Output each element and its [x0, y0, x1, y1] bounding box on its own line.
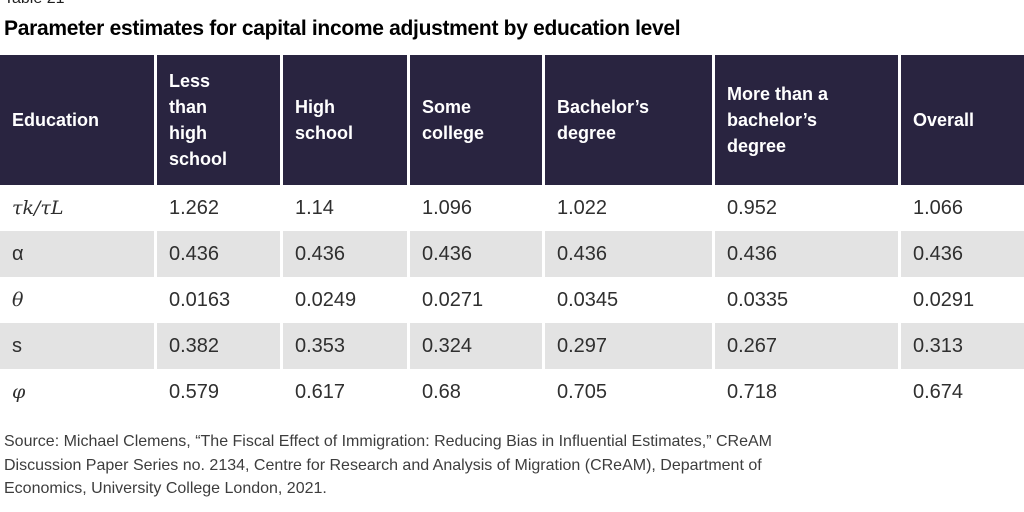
table-cell: 0.952: [712, 185, 898, 231]
table-cell: 1.022: [542, 185, 712, 231]
table-row-alpha: α 0.436 0.436 0.436 0.436 0.436 0.436: [0, 231, 1024, 277]
table-cell: 0.0249: [280, 277, 407, 323]
table-cell: 1.066: [898, 185, 1024, 231]
parameter-table: Education Less than high school High sch…: [0, 55, 1024, 415]
table-cell: 0.0291: [898, 277, 1024, 323]
table-row-tau-ratio: τk/τL 1.262 1.14 1.096 1.022 0.952 1.066: [0, 185, 1024, 231]
table-cell: 0.313: [898, 323, 1024, 369]
table-cell: 0.436: [407, 231, 542, 277]
row-label-s: s: [0, 323, 154, 369]
table-cell: 0.436: [898, 231, 1024, 277]
table-cell: 0.324: [407, 323, 542, 369]
row-label-alpha: α: [0, 231, 154, 277]
table-body: τk/τL 1.262 1.14 1.096 1.022 0.952 1.066…: [0, 185, 1024, 415]
source-attribution: Source: Michael Clemens, “The Fiscal Eff…: [4, 430, 1024, 501]
column-header-education: Education: [0, 55, 154, 185]
table-cell: 0.718: [712, 369, 898, 415]
table-cell: 0.0271: [407, 277, 542, 323]
row-label-tau-k-tau-l: τk/τL: [0, 185, 154, 231]
column-header-bachelors-degree: Bachelor’s degree: [542, 55, 712, 185]
source-line: Economics, University College London, 20…: [4, 480, 327, 497]
table-cell: 0.674: [898, 369, 1024, 415]
source-line: Source: Michael Clemens, “The Fiscal Eff…: [4, 433, 772, 450]
table-cell: 0.353: [280, 323, 407, 369]
table-cell: 0.0163: [154, 277, 280, 323]
table-number-label: Table 21: [4, 0, 1024, 9]
row-label-theta: θ: [0, 277, 154, 323]
column-header-less-than-high-school: Less than high school: [154, 55, 280, 185]
table-cell: 0.382: [154, 323, 280, 369]
column-header-some-college: Some college: [407, 55, 542, 185]
table-cell: 1.14: [280, 185, 407, 231]
table-row-s: s 0.382 0.353 0.324 0.297 0.267 0.313: [0, 323, 1024, 369]
column-header-high-school: High school: [280, 55, 407, 185]
table-cell: 0.0335: [712, 277, 898, 323]
source-line: Discussion Paper Series no. 2134, Centre…: [4, 456, 762, 474]
table-row-theta: θ 0.0163 0.0249 0.0271 0.0345 0.0335 0.0…: [0, 277, 1024, 323]
table-cell: 0.705: [542, 369, 712, 415]
table-cell: 0.436: [154, 231, 280, 277]
table-cell: 0.617: [280, 369, 407, 415]
table-cell: 1.096: [407, 185, 542, 231]
table-cell: 0.436: [712, 231, 898, 277]
table-cell: 0.267: [712, 323, 898, 369]
row-label-phi: φ: [0, 369, 154, 415]
table-cell: 0.68: [407, 369, 542, 415]
table-number-clipped: Table 21: [4, 0, 1024, 10]
table-cell: 1.262: [154, 185, 280, 231]
table-row-phi: φ 0.579 0.617 0.68 0.705 0.718 0.674: [0, 369, 1024, 415]
column-header-more-than-bachelors: More than a bachelor’s degree: [712, 55, 898, 185]
table-cell: 0.579: [154, 369, 280, 415]
table-cell: 0.297: [542, 323, 712, 369]
table-cell: 0.436: [280, 231, 407, 277]
page-title: Parameter estimates for capital income a…: [4, 17, 681, 40]
column-header-overall: Overall: [898, 55, 1024, 185]
table-cell: 0.436: [542, 231, 712, 277]
table-cell: 0.0345: [542, 277, 712, 323]
table-header: Education Less than high school High sch…: [0, 55, 1024, 185]
header-row: Education Less than high school High sch…: [0, 55, 1024, 185]
